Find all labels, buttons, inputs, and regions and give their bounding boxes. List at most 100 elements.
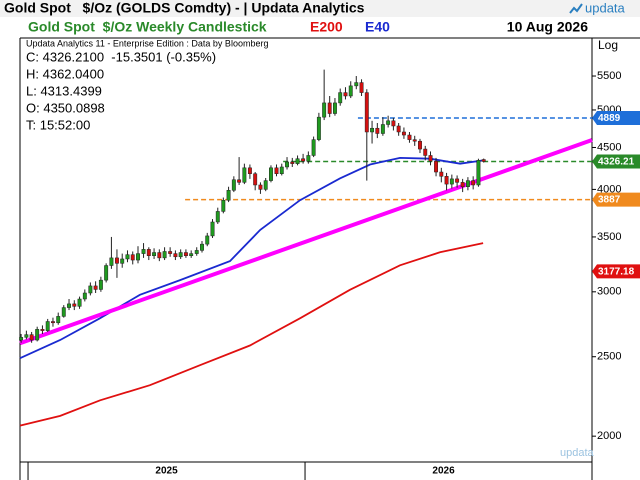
candle-body xyxy=(359,82,364,93)
candle-body xyxy=(125,254,130,260)
candle-body xyxy=(471,180,476,186)
legend-entry: E200 xyxy=(310,19,343,35)
candle-body xyxy=(460,182,465,187)
candle-body xyxy=(285,161,289,168)
candle-body xyxy=(253,173,258,186)
candle-body xyxy=(194,250,199,254)
candle-body xyxy=(104,265,109,281)
candle-body xyxy=(428,155,433,162)
candle-body xyxy=(444,176,449,185)
info-line: H: 4362.0400 xyxy=(26,66,104,81)
watermark: updata xyxy=(560,447,595,459)
candle-body xyxy=(412,139,417,142)
candle-body xyxy=(130,254,135,261)
axis-label: Log xyxy=(598,38,618,52)
price-label: 3887 xyxy=(598,195,621,206)
candle-body xyxy=(327,102,332,114)
candle-body xyxy=(141,249,146,254)
candle-body xyxy=(98,279,103,290)
candle-body xyxy=(295,158,300,164)
y-tick-label: 4000 xyxy=(597,183,621,195)
candle-body xyxy=(136,253,140,261)
candle-body xyxy=(45,321,50,331)
candle-body xyxy=(434,160,439,173)
candle-body xyxy=(274,167,279,174)
candle-body xyxy=(269,167,273,181)
info-line: O: 4350.0898 xyxy=(26,100,105,115)
price-label-box xyxy=(592,264,640,279)
candle-body xyxy=(290,161,295,164)
candle-body xyxy=(338,92,343,104)
candle-body xyxy=(19,337,24,341)
subtitle: Gold Spot $/Oz Weekly Candlestick xyxy=(28,19,267,35)
candle-body xyxy=(455,178,460,183)
candle-body xyxy=(418,140,422,150)
candle-body xyxy=(242,167,247,183)
candle-body xyxy=(205,235,210,245)
candle-body xyxy=(311,139,316,156)
candle-body xyxy=(481,159,486,162)
candle-body xyxy=(391,120,396,127)
candle-body xyxy=(178,252,183,258)
candle-body xyxy=(61,307,66,317)
candle-body xyxy=(72,303,77,307)
candle-body xyxy=(237,179,242,183)
candle-body xyxy=(67,303,71,308)
candle-body xyxy=(162,251,167,259)
y-tick-label: 5500 xyxy=(597,70,621,82)
candle-body xyxy=(396,125,401,133)
candle-body xyxy=(380,124,385,134)
candle-body xyxy=(247,167,252,174)
y-tick-label: 4500 xyxy=(597,141,621,153)
price-label: 4889 xyxy=(598,113,621,124)
candle-body xyxy=(423,148,428,156)
candle-body xyxy=(301,158,306,162)
candle-body xyxy=(189,253,194,256)
y-tick-label: 2000 xyxy=(597,430,621,442)
candle-body xyxy=(35,329,40,341)
price-label-box xyxy=(592,154,640,169)
candle-body xyxy=(316,116,321,140)
candle-body xyxy=(476,160,481,186)
candle-body xyxy=(343,92,348,97)
candle-body xyxy=(152,252,157,256)
candle-body xyxy=(348,85,353,97)
candle-body xyxy=(88,285,93,294)
date: 10 Aug 2026 xyxy=(507,19,588,35)
candle-body xyxy=(168,251,173,254)
candle-body xyxy=(221,199,226,212)
candle-body xyxy=(354,82,359,87)
candle-body xyxy=(306,155,311,162)
logo: updata xyxy=(569,0,626,15)
x-tick-label: 2026 xyxy=(432,466,455,477)
info-line: C: 4326.2100 -15.3501 (-0.35%) xyxy=(26,49,216,64)
ema-line xyxy=(19,242,484,427)
candle-body xyxy=(183,252,188,256)
x-tick-label: 2025 xyxy=(155,466,178,477)
price-label-box xyxy=(592,192,640,207)
candle-body xyxy=(263,180,268,190)
candle-body xyxy=(226,190,231,201)
candle-body xyxy=(465,180,470,187)
candle-body xyxy=(332,102,337,114)
price-label: 3177.18 xyxy=(598,267,635,278)
price-label: 4326.21 xyxy=(598,157,635,168)
price-label-box xyxy=(592,110,640,125)
trendline xyxy=(19,138,593,346)
chart-title: Gold Spot $/Oz (GOLDS Comdty) - | Updata… xyxy=(4,0,365,16)
candle-body xyxy=(401,131,406,136)
y-tick-label: 2500 xyxy=(597,351,621,363)
candle-body xyxy=(157,252,162,259)
candle-body xyxy=(77,298,82,307)
candle-body xyxy=(24,334,29,338)
candle-body xyxy=(93,285,98,290)
logo-text: updata xyxy=(585,0,626,15)
info-line: T: 15:52:00 xyxy=(26,117,90,132)
candle-body xyxy=(258,184,263,190)
candle-body xyxy=(109,257,114,266)
candle-body xyxy=(114,257,119,264)
info-header: Updata Analytics 11 - Enterprise Edition… xyxy=(26,38,268,48)
candle-body xyxy=(40,329,45,331)
candle-body xyxy=(200,243,204,251)
